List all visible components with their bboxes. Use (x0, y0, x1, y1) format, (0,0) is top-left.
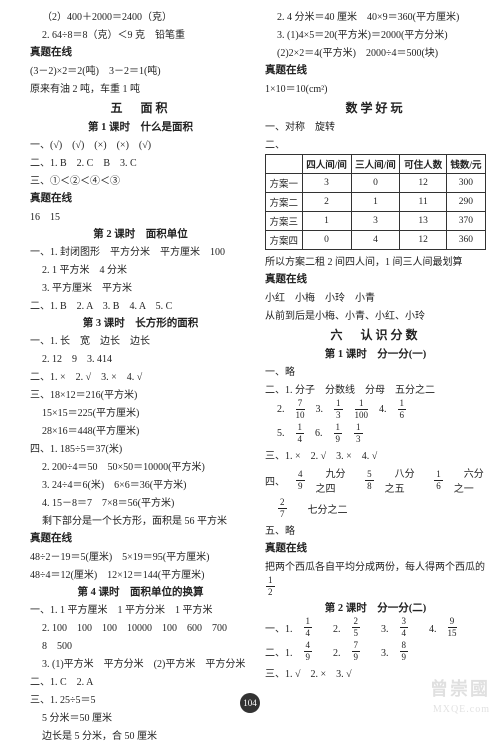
text: 48÷2－19＝5(厘米) 5×19＝95(平方厘米) (30, 548, 251, 563)
text: 剩下部分是一个长方形，面积是 56 平方米 (30, 512, 251, 527)
lesson-title: 第 2 课时 分一分(二) (265, 600, 486, 615)
heading-zt: 真题在线 (30, 190, 251, 205)
fraction-row: 5. 14 6. 19 13 (265, 423, 486, 444)
text: 二、1. × 2. √ 3. × 4. √ (30, 368, 251, 383)
text: 3. (1)平方米 平方分米 (2)平方米 平方分米 (30, 655, 251, 670)
th (266, 155, 303, 174)
text: 28×16＝448(平方厘米) (30, 422, 251, 437)
th: 钱数/元 (446, 155, 485, 174)
text: 一、略 (265, 363, 486, 378)
text: 3. (1)4×5＝20(平方米)＝2000(平方分米) (265, 26, 486, 41)
section-fun-title: 数学好玩 (265, 99, 486, 116)
text: 1×10＝10(cm²) (265, 80, 486, 95)
right-column: 2. 4 分米＝40 厘米 40×9＝360(平方厘米) 3. (1)4×5＝2… (265, 8, 486, 745)
text: 3. 24÷4＝6(米) 6×6＝36(平方米) (30, 476, 251, 491)
text: 二、1. B 2. A 3. B 4. A 5. C (30, 297, 251, 312)
lesson-title: 第 4 课时 面积单位的换算 (30, 584, 251, 599)
watermark-logo: 曾崇國 (430, 675, 490, 701)
lesson-title: 第 3 课时 长方形的面积 (30, 315, 251, 330)
text: 一、1. 1 平方厘米 1 平方分米 1 平方米 (30, 601, 251, 616)
left-column: （2）400＋2000＝2400（克） 2. 64÷8＝8（克）＜9 克 铅笔重… (30, 8, 251, 745)
th: 可住人数 (400, 155, 446, 174)
text: 原来有油 2 吨，车重 1 吨 (30, 80, 251, 95)
text: 三、18×12＝216(平方米) (30, 386, 251, 401)
th: 四人间/间 (302, 155, 351, 174)
text: 二、1. B 2. C B 3. C (30, 154, 251, 169)
text: 小红 小梅 小玲 小青 (265, 289, 486, 304)
text: 2. 100 100 100 10000 100 600 700 (30, 619, 251, 634)
text: 三、①＜②＜④＜③ (30, 172, 251, 187)
text: 48÷4＝12(厘米) 12×12＝144(平方厘米) (30, 566, 251, 581)
text: 5 分米＝50 厘米 (30, 709, 251, 724)
text: 2. 64÷8＝8（克）＜9 克 铅笔重 (30, 26, 251, 41)
text: (3－2)×2＝2(吨) 3－2＝1(吨) (30, 62, 251, 77)
text: 一、1. 封闭图形 平方分米 平方厘米 100 (30, 243, 251, 258)
text: 一、对称 旋转 (265, 118, 486, 133)
text: 一、(√) (√) (×) (×) (√) (30, 136, 251, 151)
text: 三、1. × 2. √ 3. × 4. √ (265, 447, 486, 462)
fraction-row: 2. 710 3. 13 1100 4. 16 (265, 399, 486, 420)
text: (2)2×2＝4(平方米) 2000÷4＝500(块) (265, 44, 486, 59)
fraction-row: 二、1. 49 2. 79 3. 89 (265, 641, 486, 662)
th: 三人间/间 (351, 155, 400, 174)
text: 4. 15－8＝7 7×8＝56(平方米) (30, 494, 251, 509)
text: 16 15 (30, 208, 251, 223)
heading-zt: 真题在线 (265, 271, 486, 286)
heading-zt: 真题在线 (265, 540, 486, 555)
text: 2. 4 分米＝40 厘米 40×9＝360(平方厘米) (265, 8, 486, 23)
text: 2. 1 平方米 4 分米 (30, 261, 251, 276)
text: 2. 12 9 3. 414 (30, 350, 251, 365)
text: 15×15＝225(平方厘米) (30, 404, 251, 419)
text: 边长是 5 分米，合 50 厘米 (30, 727, 251, 742)
text: 四、1. 185÷5＝37(米) (30, 440, 251, 455)
text: 从前到后是小梅、小青、小红、小玲 (265, 307, 486, 322)
section-6-title: 六 认识分数 (265, 326, 486, 343)
fraction-row: 一、1. 14 2. 25 3. 34 4. 915 (265, 617, 486, 638)
lesson-title: 第 2 课时 面积单位 (30, 226, 251, 241)
plan-table: 四人间/间 三人间/间 可住人数 钱数/元 方案一3012300 方案二2111… (265, 154, 486, 250)
text: 二、1. C 2. A (30, 673, 251, 688)
text: （2）400＋2000＝2400（克） (30, 8, 251, 23)
text: 所以方案二租 2 间四人间，1 间三人间最划算 (265, 253, 486, 268)
text: 五、略 (265, 522, 486, 537)
fraction-row: 12 (265, 576, 486, 597)
text: 一、1. 长 宽 边长 边长 (30, 332, 251, 347)
text: 2. 200÷4＝50 50×50＝10000(平方米) (30, 458, 251, 473)
lesson-title: 第 1 课时 分一分(一) (265, 346, 486, 361)
heading-zt: 真题在线 (265, 62, 486, 77)
text: 3. 平方厘米 平方米 (30, 279, 251, 294)
text: 三、1. 25÷5＝5 (30, 691, 251, 706)
lesson-title: 第 1 课时 什么是面积 (30, 119, 251, 134)
section-5-title: 五 面积 (30, 99, 251, 116)
watermark-url: MXQE.com (433, 704, 490, 715)
text: 二、1. 分子 分数线 分母 五分之二 (265, 381, 486, 396)
fraction-row: 四、 49 九分之四 58 八分之五 16 六分之一 (265, 465, 486, 495)
text: 把两个西瓜各自平均分成两份，每人得两个西瓜的 (265, 558, 486, 573)
heading-zt: 真题在线 (30, 44, 251, 59)
heading-zt: 真题在线 (30, 530, 251, 545)
text: 二、 (265, 136, 486, 151)
fraction-row: 27 七分之二 (265, 498, 486, 519)
text: 8 500 (30, 637, 251, 652)
page-number: 104 (240, 693, 260, 713)
